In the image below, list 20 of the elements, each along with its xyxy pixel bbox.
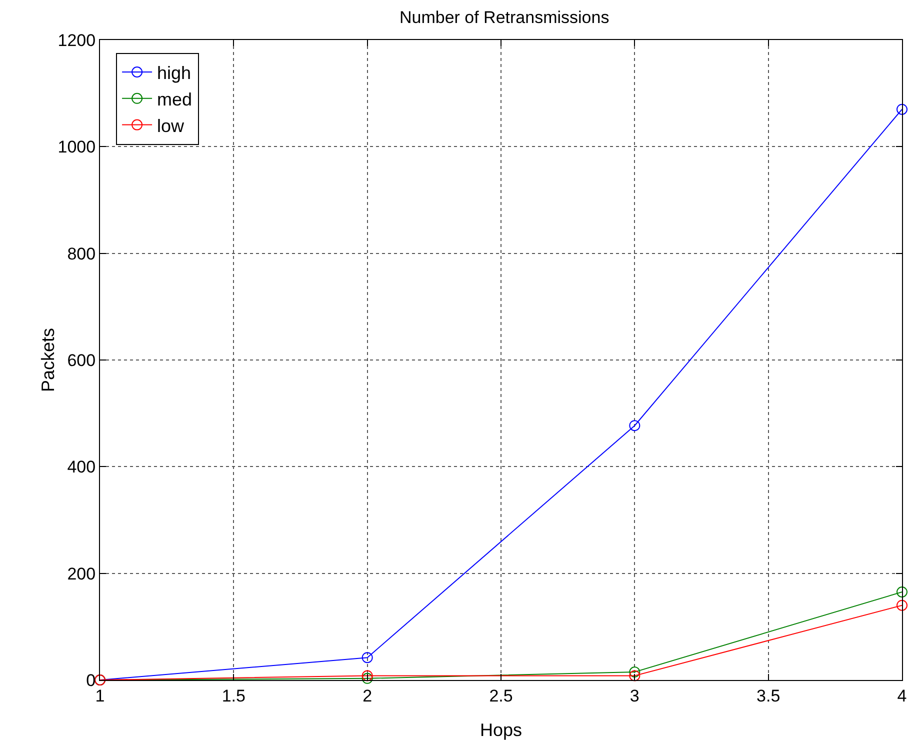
y-axis-title: Packets: [38, 328, 58, 392]
y-tick-label: 400: [67, 458, 96, 477]
x-tick-label: 3.5: [756, 686, 780, 706]
legend-label: high: [157, 63, 192, 84]
y-tick-label: 200: [67, 564, 96, 584]
legend-label: med: [157, 89, 192, 110]
x-tick-label: 4: [897, 686, 907, 706]
x-tick-label: 2.5: [489, 686, 513, 706]
y-tick-label: 1000: [58, 138, 96, 157]
x-tick-label: 3: [630, 686, 640, 706]
y-tick-label: 1200: [58, 30, 96, 50]
legend-label: low: [157, 116, 186, 136]
x-tick-label: 1.5: [222, 686, 246, 706]
chart-title: Number of Retransmissions: [399, 8, 610, 27]
y-tick-label: 600: [67, 350, 96, 370]
x-tick-label: 2: [362, 686, 372, 706]
y-tick-label: 800: [67, 244, 96, 264]
y-tick-label: 0: [86, 670, 96, 690]
x-axis-title: Hops: [480, 720, 522, 740]
x-tick-label: 1: [95, 686, 105, 706]
